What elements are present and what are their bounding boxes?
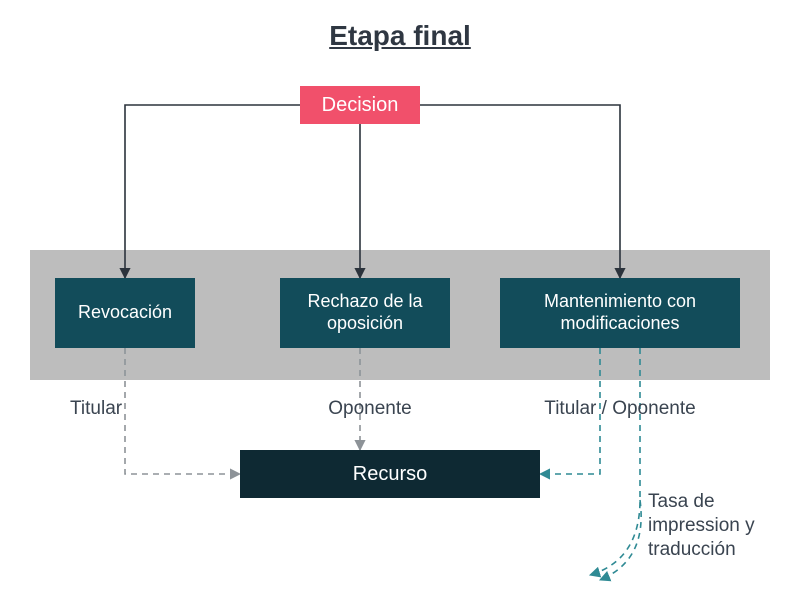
edge-mantenimiento-tasa [590,348,640,575]
label-titular: Titular [70,398,180,420]
node-decision-label: Decision [314,89,407,121]
node-recurso-label: Recurso [345,458,435,490]
diagram-title: Etapa final [0,20,800,52]
label-oponente: Oponente [310,398,430,420]
node-revocacion: Revocación [55,278,195,348]
node-decision: Decision [300,86,420,124]
node-rechazo-label: Rechazo de la oposición [280,287,450,338]
label-tasa: Tasa de impression y traducción [648,490,798,561]
diagram-stage: Etapa final Decisio [0,0,800,590]
node-mantenimiento-label: Mantenimiento con modificaciones [500,287,740,338]
label-titular-oponente: Titular / Oponente [520,398,720,420]
node-recurso: Recurso [240,450,540,498]
node-revocacion-label: Revocación [70,298,180,328]
edge-mantenimiento-tasa-2 [600,500,641,580]
node-mantenimiento: Mantenimiento con modificaciones [500,278,740,348]
node-rechazo: Rechazo de la oposición [280,278,450,348]
